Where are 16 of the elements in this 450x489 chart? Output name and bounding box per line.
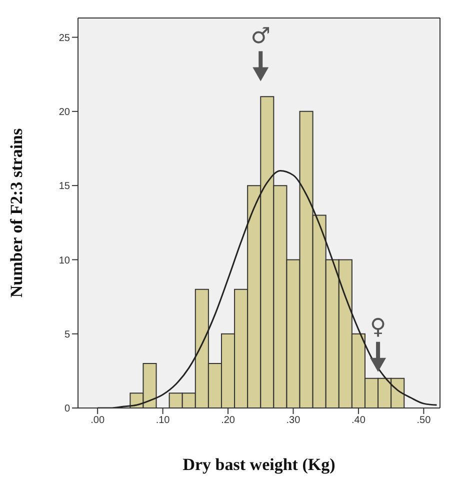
annotation: ♀ (370, 314, 386, 340)
x-tick-label: .00 (90, 415, 105, 426)
x-tick-label: .20 (221, 415, 236, 426)
x-axis-title: Dry bast weight (Kg) (182, 455, 336, 474)
y-tick-label: 20 (58, 106, 70, 118)
x-tick-label: .30 (286, 415, 301, 426)
y-axis-title: Number of F2:3 strains (7, 128, 26, 298)
x-tick-label: .40 (352, 415, 366, 426)
y-tick-label: 25 (58, 32, 70, 44)
x-tick-label: .50 (416, 415, 432, 426)
y-tick-label: 15 (58, 181, 70, 192)
y-tick-label: 10 (58, 255, 70, 266)
x-tick-label: .10 (156, 415, 170, 426)
y-tick-label: 5 (64, 329, 70, 340)
annotation: ♂ (250, 24, 270, 50)
y-tick-label: 0 (64, 404, 70, 415)
